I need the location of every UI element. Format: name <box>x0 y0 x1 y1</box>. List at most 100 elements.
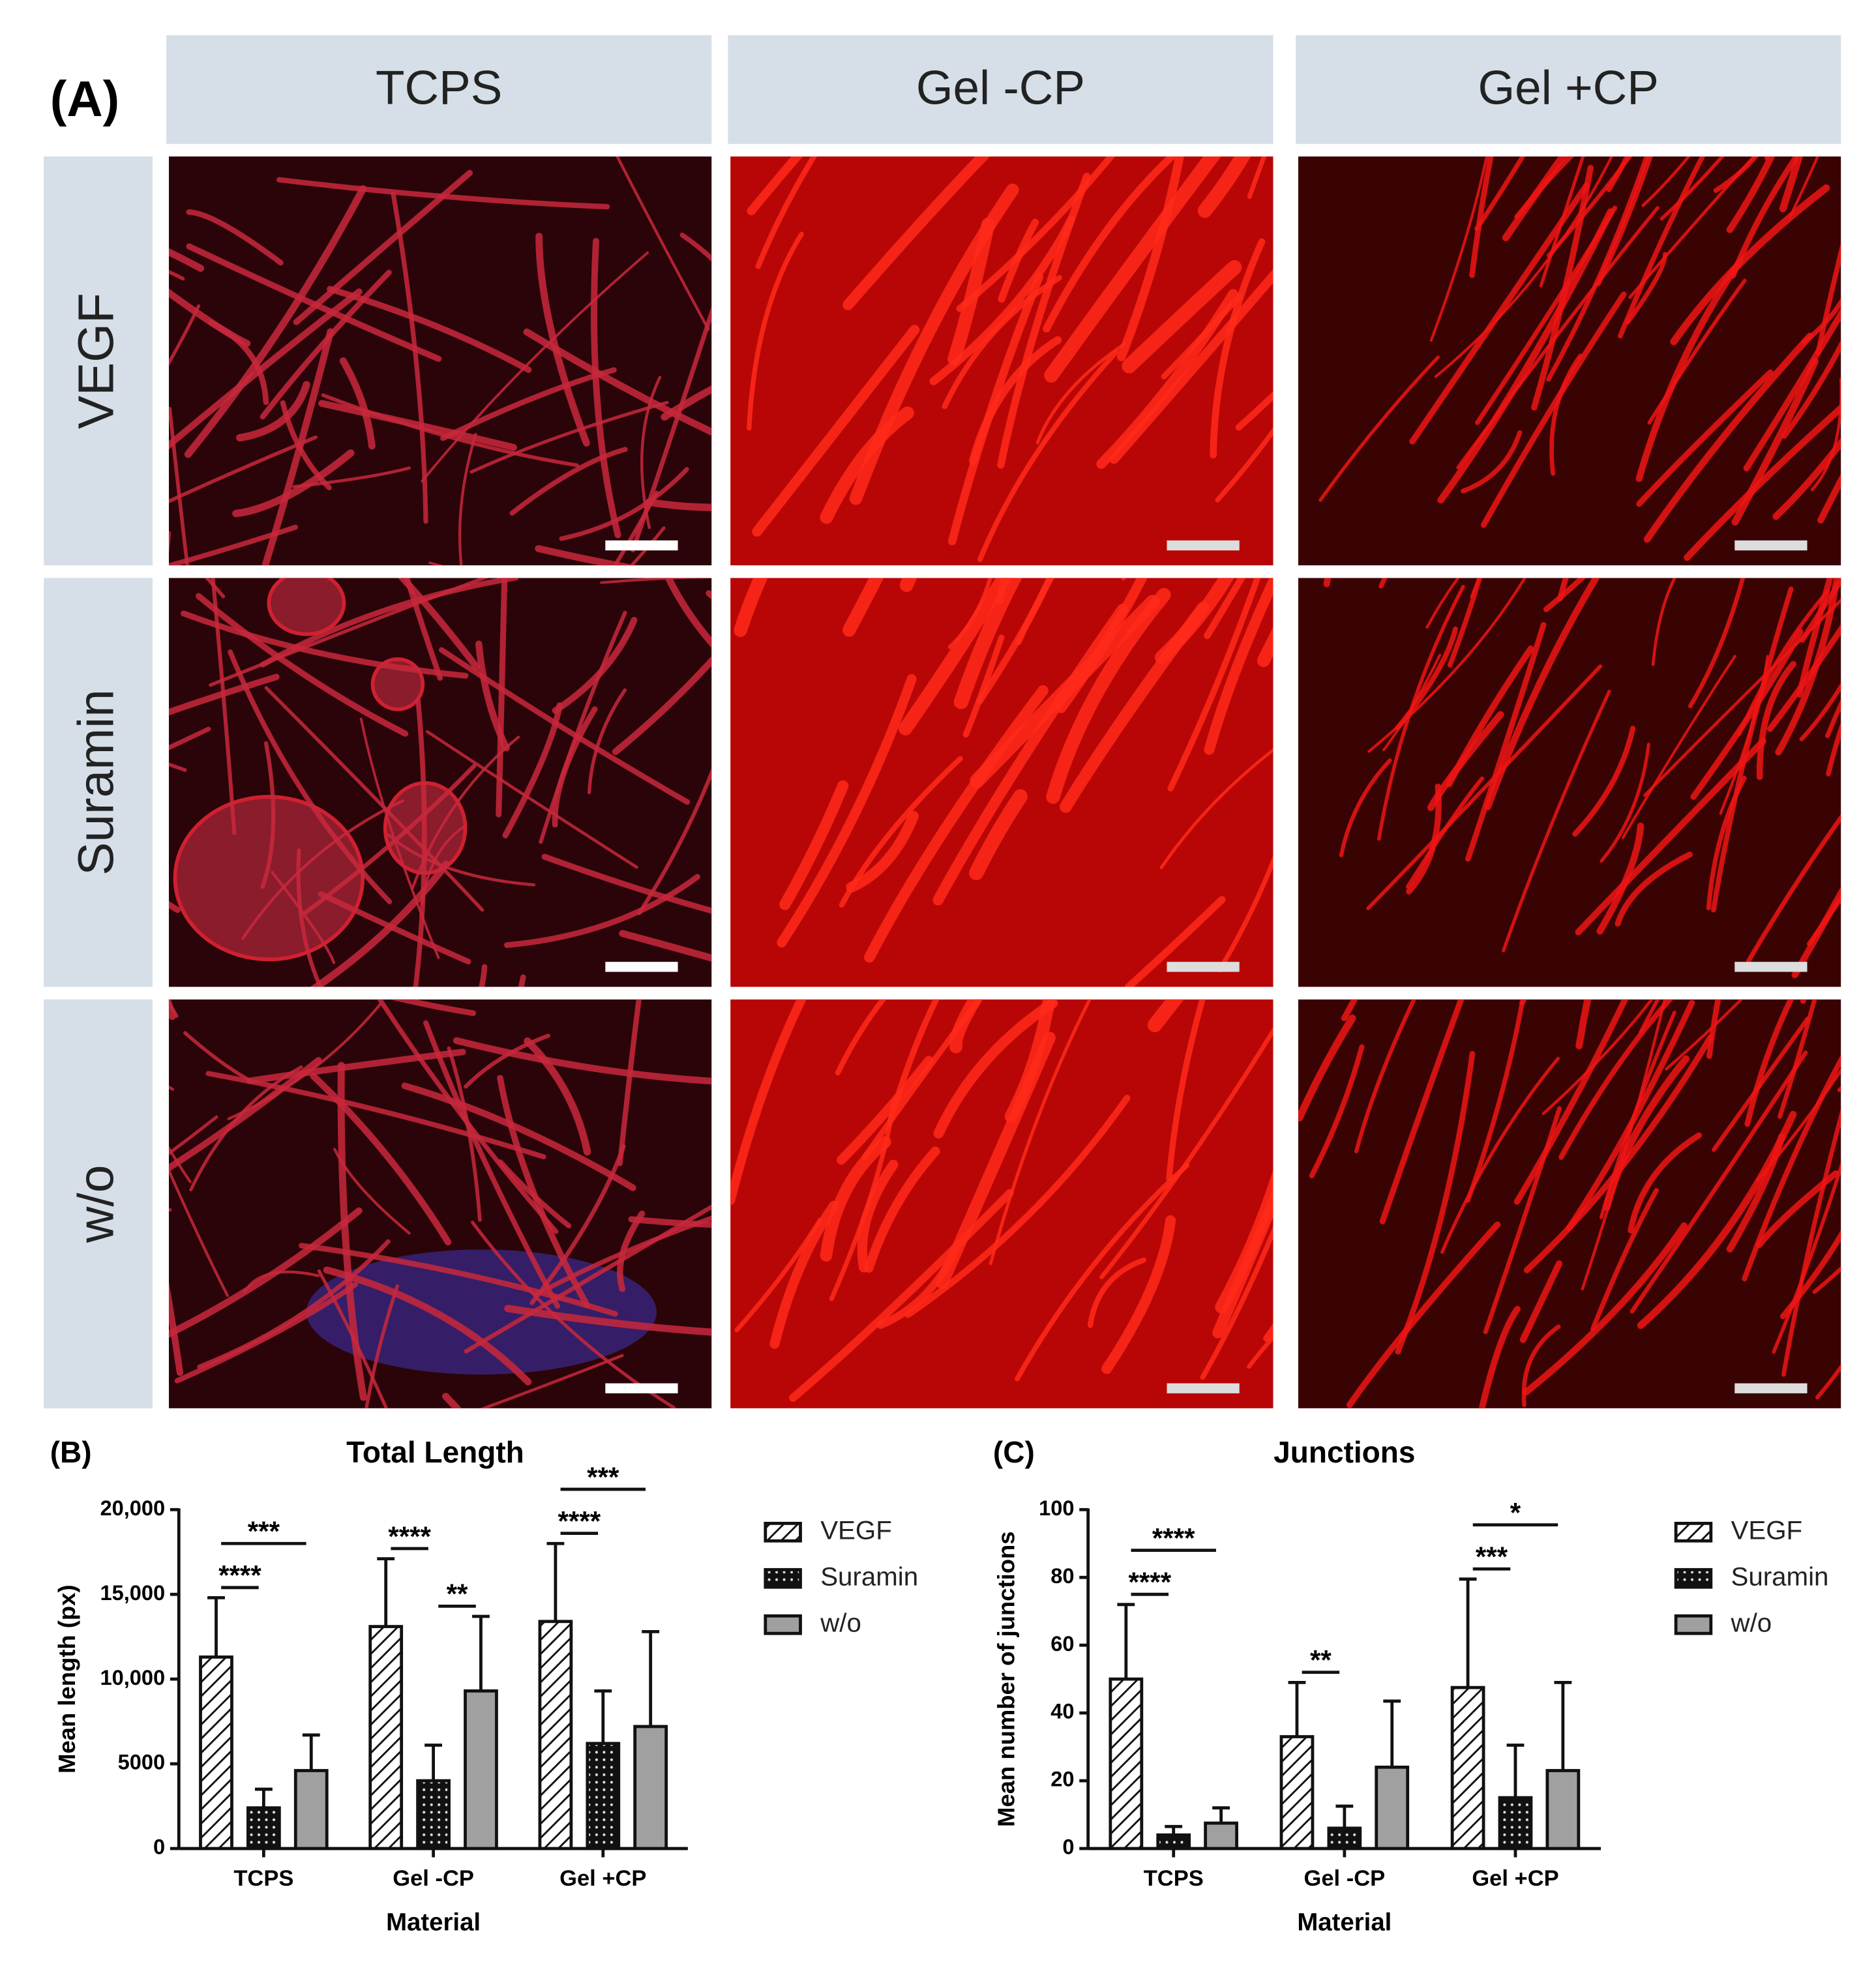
column-header-box <box>166 35 712 144</box>
vessel <box>755 156 818 269</box>
legend-label: VEGF <box>1731 1515 1803 1545</box>
vessel <box>1746 814 1841 964</box>
vessel <box>1447 578 1483 668</box>
vessel <box>1235 391 1273 431</box>
significance-label: *** <box>248 1516 280 1547</box>
vessel <box>168 762 187 772</box>
vessel <box>1519 1260 1563 1343</box>
column-header-box <box>1296 35 1841 144</box>
vessel <box>1197 156 1251 218</box>
vessel <box>327 286 532 374</box>
vessel <box>730 999 807 1206</box>
row-header: Suramin <box>69 689 125 876</box>
y-axis-label: Mean length (px) <box>53 1584 80 1773</box>
row-header-box <box>44 578 153 987</box>
cell-cluster <box>267 578 346 636</box>
vessel <box>183 1031 254 1084</box>
scale-bar <box>1167 1383 1240 1393</box>
vessel <box>168 288 251 348</box>
row-header: VEGF <box>69 293 125 429</box>
vessel <box>186 209 284 266</box>
vessel <box>1167 578 1261 792</box>
vessel <box>932 603 1128 906</box>
x-tick-label: Gel -CP <box>393 1866 474 1891</box>
vessel <box>1651 578 1677 666</box>
bar <box>633 1725 668 1850</box>
x-axis-label: Material <box>386 1908 481 1936</box>
vessel <box>168 248 205 272</box>
vessel <box>1502 689 1611 953</box>
vessel <box>479 964 488 987</box>
vessel <box>1603 1055 1690 1211</box>
vessel <box>1437 208 1615 504</box>
vessel <box>1531 164 1594 411</box>
legend-swatch <box>1674 1521 1713 1543</box>
vessel <box>1643 598 1841 797</box>
vessel <box>1730 156 1800 279</box>
bar <box>1327 1826 1362 1850</box>
vessel <box>989 999 1092 1266</box>
scale-bar <box>1735 962 1808 972</box>
vessel <box>1635 257 1744 483</box>
y-tick-label: 0 <box>153 1835 165 1859</box>
vessel <box>1166 999 1206 1181</box>
panel-label: (B) <box>50 1435 92 1469</box>
vessel <box>438 647 691 805</box>
vessel <box>1354 999 1416 1153</box>
vessel <box>612 490 659 566</box>
vessel <box>232 449 355 518</box>
bar <box>1498 1796 1533 1850</box>
vessel <box>998 218 1039 303</box>
vessel <box>1772 437 1841 520</box>
vessel <box>969 789 1028 880</box>
vessel <box>1446 646 1534 788</box>
vessel <box>899 578 1012 735</box>
vessel <box>1815 1363 1841 1400</box>
bar <box>199 1655 233 1850</box>
bar <box>246 1806 281 1850</box>
vessel <box>1247 156 1267 200</box>
vessel <box>1309 1044 1365 1179</box>
vessel <box>1558 999 1674 1160</box>
vessel <box>504 874 700 948</box>
vessel <box>1755 1067 1841 1183</box>
vessel <box>1756 661 1796 780</box>
vessel <box>1690 629 1804 800</box>
y-tick-label: 100 <box>1039 1496 1074 1520</box>
vessel <box>1636 369 1774 507</box>
vessel <box>637 767 712 915</box>
legend-label: Suramin <box>1731 1562 1829 1591</box>
vessel <box>1483 1106 1562 1335</box>
vessel <box>292 466 411 488</box>
vessel <box>929 215 1075 385</box>
vessel <box>842 578 884 637</box>
vessel <box>479 1354 624 1408</box>
vessel <box>1204 578 1246 640</box>
vessel <box>1800 578 1841 643</box>
vessel <box>529 1144 626 1305</box>
vessel <box>1630 1050 1808 1314</box>
vessel <box>1377 584 1465 841</box>
vessel <box>1263 1323 1273 1343</box>
vessel <box>1543 578 1586 612</box>
micrograph <box>168 999 712 1408</box>
vessel <box>398 578 481 671</box>
vessel <box>310 861 450 987</box>
vessel <box>1600 743 1650 863</box>
vessel <box>209 578 489 687</box>
vessel <box>276 177 610 210</box>
vessel <box>1546 156 1650 382</box>
vessel <box>1210 238 1266 459</box>
vessel <box>947 217 995 366</box>
vessel <box>168 674 280 716</box>
x-tick-label: Gel +CP <box>559 1866 646 1891</box>
vessel <box>1116 156 1185 361</box>
vessel <box>1425 578 1460 629</box>
significance-label: ** <box>447 1579 468 1609</box>
micrograph <box>730 999 1273 1408</box>
vessel <box>1429 156 1489 342</box>
bar <box>1109 1677 1144 1850</box>
vessel <box>365 1284 400 1408</box>
vessel <box>661 385 712 421</box>
